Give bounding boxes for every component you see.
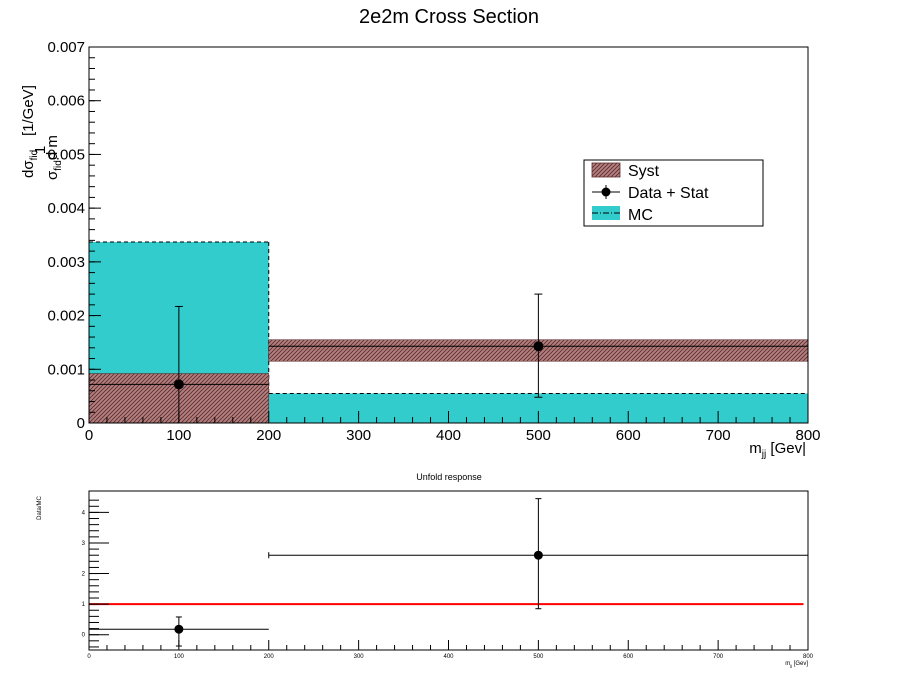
x-tick-label: 600 (616, 427, 641, 444)
ratio-x-tick-label: 700 (713, 654, 724, 660)
y-tick-label: 0.004 (47, 200, 85, 217)
x-tick-label: 700 (706, 427, 731, 444)
main-title: 2e2m Cross Section (359, 6, 539, 28)
ratio-x-tick-label: 800 (803, 654, 814, 660)
ratio-y-tick-label: 2 (82, 572, 86, 578)
svg-text:1: 1 (32, 146, 49, 154)
ratio-axes: 0 100 200 300 400 500 600 700 800 0 1 2 3 4 (82, 499, 814, 660)
legend-data-marker (601, 187, 611, 197)
y-tick-label: 0.006 (47, 93, 85, 110)
ratio-x-tick-label: 400 (443, 654, 454, 660)
data-point (173, 379, 184, 390)
svg-text:dσfid: dσfid (20, 150, 40, 178)
ratio-x-tick-label: 100 (174, 654, 185, 660)
main-axes: 0 100 200 300 400 500 600 700 800 0 0.001 0.002 0.00… (47, 39, 820, 444)
y-tick-label: 0.005 (47, 146, 85, 163)
ratio-points (88, 498, 808, 647)
legend-syst-label: Syst (628, 163, 660, 180)
y-tick-label: 0 (77, 415, 85, 432)
ratio-title: Unfold response (416, 472, 482, 482)
legend: Syst Data + Stat MC (583, 159, 764, 227)
ratio-x-tick-label: 0 (87, 654, 91, 660)
ratio-point (174, 624, 184, 634)
data-points (173, 293, 544, 424)
x-tick-label: 500 (526, 427, 551, 444)
ratio-x-tick-label: 200 (264, 654, 275, 660)
main-plot-area: 0 100 200 300 400 500 600 700 800 0 0.001 0.002 0.00… (47, 39, 820, 444)
ratio-x-tick-label: 500 (533, 654, 544, 660)
svg-text:[1/GeV]: [1/GeV] (20, 85, 37, 136)
x-tick-label: 400 (436, 427, 461, 444)
main-x-axis-label: mjj [Gev| (749, 440, 806, 460)
ratio-frame (88, 490, 809, 651)
x-tick-label: 800 (795, 427, 820, 444)
ratio-y-axis-label: Data/MC (37, 495, 43, 519)
x-tick-label: 0 (85, 427, 93, 444)
legend-data-label: Data + Stat (628, 185, 709, 202)
ratio-point (533, 550, 543, 560)
ratio-x-tick-label: 600 (623, 654, 634, 660)
legend-syst-swatch (591, 162, 621, 178)
x-tick-label: 100 (166, 427, 191, 444)
ratio-plot-area: 0 100 200 300 400 500 600 700 800 0 1 2 3 4 (82, 490, 814, 660)
ratio-y-tick-label: 4 (82, 510, 86, 516)
ratio-x-axis-label: mjj [Gev] (785, 661, 808, 668)
data-point (533, 341, 544, 352)
y-tick-label: 0.003 (47, 254, 85, 271)
ratio-y-tick-label: 3 (82, 541, 86, 547)
y-tick-label: 0.001 (47, 361, 85, 378)
legend-mc-label: MC (628, 207, 653, 224)
ratio-y-tick-label: 1 (82, 602, 86, 608)
y-label-prefix: 1 (32, 146, 49, 154)
y-tick-label: 0.007 (47, 39, 85, 56)
ratio-x-tick-label: 300 (354, 654, 365, 660)
y-tick-label: 0.002 (47, 308, 85, 325)
ratio-y-tick-label: 0 (82, 633, 86, 639)
x-tick-label: 300 (346, 427, 371, 444)
x-tick-label: 200 (256, 427, 281, 444)
